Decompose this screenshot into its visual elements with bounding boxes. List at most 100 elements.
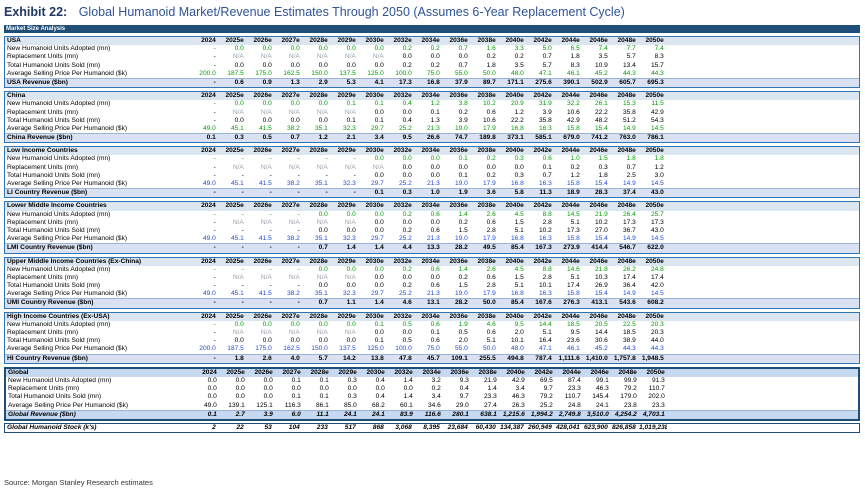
table-cell: 2.8 <box>486 282 496 290</box>
table-cell: 49.5 <box>482 244 496 252</box>
row-label: Total Humanoid Units Sold (mn) <box>7 282 101 290</box>
table-row: Replacement Units (mn) - N/A N/A N/A N/A N/A N/… <box>5 53 859 61</box>
table-cell: 26.3 <box>511 401 525 409</box>
table-cell: 48.0 <box>510 69 524 77</box>
table-cell: 13.8 <box>370 354 384 362</box>
year-header: 2038e <box>477 257 496 265</box>
table-cell: - <box>297 299 300 307</box>
table-cell: 3.6 <box>486 189 496 197</box>
table-cell: - <box>297 189 300 197</box>
row-label: LI Country Revenue ($bn) <box>7 189 88 197</box>
table-cell: 0.0 <box>402 108 412 116</box>
table-cell: 623,900 <box>583 423 608 431</box>
year-header: 2044e <box>561 37 580 44</box>
row-label: Replacement Units (mn) <box>7 108 79 116</box>
table-cell: - <box>297 282 300 290</box>
table-cell: N/A <box>260 53 272 61</box>
year-header: 2038e <box>477 92 496 100</box>
table-cell: 4.5 <box>514 265 524 273</box>
table-cell: 15.7 <box>650 61 664 69</box>
table-cell: 150.0 <box>311 345 328 353</box>
table-cell: 15.4 <box>594 124 608 132</box>
table-cell: 0.7 <box>626 163 636 171</box>
table-cell: N/A <box>232 273 244 281</box>
table-cell: 0.0 <box>374 218 384 226</box>
table-cell: 14.9 <box>622 290 636 298</box>
table-cell: 17.9 <box>482 235 496 243</box>
table-cell: - <box>325 189 328 197</box>
year-header: 2036e <box>449 92 468 100</box>
global-stock-row: Global Humanoid Stock (k's) 2 22 53 104 233 51… <box>4 422 860 434</box>
table-cell: 9.5 <box>402 134 412 142</box>
table-cell: 1.0 <box>570 155 580 163</box>
table-row: Average Selling Price Per Humanoid ($k) 4… <box>5 125 859 133</box>
table-cell: 1.4 <box>458 210 468 218</box>
table-cell: - <box>241 226 244 234</box>
table-cell: 6.5 <box>570 45 580 53</box>
table-cell: 79.2 <box>539 393 553 401</box>
table-cell: 41.5 <box>258 290 272 298</box>
year-header: 2040e <box>505 147 524 155</box>
table-cell: - <box>213 273 216 281</box>
year-header: 2034e <box>421 202 440 210</box>
table-cell: N/A <box>288 218 300 226</box>
table-cell: 85.4 <box>510 299 524 307</box>
year-header: 2030e <box>366 368 385 376</box>
table-cell: N/A <box>288 273 300 281</box>
table-cell: 0.0 <box>374 171 384 179</box>
year-header: 2025e <box>225 257 244 265</box>
year-header: 2040e <box>505 312 524 320</box>
table-cell: 45.1 <box>230 124 244 132</box>
table-cell: 0.4 <box>402 116 412 124</box>
table-cell: 2.5 <box>626 171 636 179</box>
section-header-row: Upper Middle Income Countries (Ex-China)… <box>5 257 859 266</box>
table-row: Average Selling Price Per Humanoid ($k) 2… <box>5 345 859 353</box>
table-cell: 1.6 <box>486 45 496 53</box>
table-cell: - <box>325 155 328 163</box>
table-cell: 21.3 <box>426 235 440 243</box>
table-cell: - <box>213 78 216 86</box>
table-cell: 1.8 <box>486 61 496 69</box>
table-cell: 16.8 <box>426 78 440 86</box>
section-header-row: Lower Middle Income Countries 2024 2025e 20… <box>5 202 859 211</box>
table-cell: 47.1 <box>538 69 552 77</box>
year-header: 2028e <box>309 257 328 265</box>
exhibit-title: Global Humanoid Market/Revenue Estimates… <box>78 5 625 19</box>
year-header: 2040e <box>506 368 525 376</box>
table-cell: - <box>269 210 272 218</box>
table-cell: 0.0 <box>318 265 328 273</box>
table-cell: N/A <box>372 163 384 171</box>
year-header: 2029e <box>338 368 357 376</box>
table-cell: 17.4 <box>650 273 664 281</box>
table-cell: 179.0 <box>620 393 637 401</box>
year-header: 2025e <box>225 312 244 320</box>
table-cell: 17.3 <box>622 218 636 226</box>
table-cell: 413.1 <box>591 299 608 307</box>
table-cell: - <box>241 171 244 179</box>
table-cell: 2.8 <box>542 273 552 281</box>
year-header: 2024 <box>201 37 216 44</box>
table-cell: 0.0 <box>318 61 328 69</box>
revenue-row: USA Revenue ($bn) - 0.6 0.9 1.3 2.9 5.3 4.1 17.3… <box>5 77 859 88</box>
table-cell: 27.4 <box>483 401 497 409</box>
table-cell: 60,430 <box>475 423 496 431</box>
table-cell: 26.9 <box>594 282 608 290</box>
table-cell: 0.3 <box>402 189 412 197</box>
table-cell: 45.2 <box>594 69 608 77</box>
table-cell: 171.1 <box>507 78 524 86</box>
table-cell: 1.8 <box>626 155 636 163</box>
row-label: Replacement Units (mn) <box>7 218 79 226</box>
row-label: New Humanoid Units Adopted (mn) <box>8 376 112 384</box>
table-cell: - <box>213 53 216 61</box>
year-header: 2048e <box>617 257 636 265</box>
row-label: New Humanoid Units Adopted (mn) <box>7 210 111 218</box>
table-cell: 605.7 <box>619 78 636 86</box>
year-header: 2044e <box>561 147 580 155</box>
table-cell: 2.6 <box>262 354 272 362</box>
year-header: 2029e <box>337 312 356 320</box>
year-header: 2034e <box>421 312 440 320</box>
table-cell: 0.4 <box>459 385 469 393</box>
table-cell: 0.0 <box>374 226 384 234</box>
table-cell: 428,041 <box>555 423 580 431</box>
table-row: Total Humanoid Units Sold (mn) - - - - 0.0 0.0… <box>5 282 859 290</box>
